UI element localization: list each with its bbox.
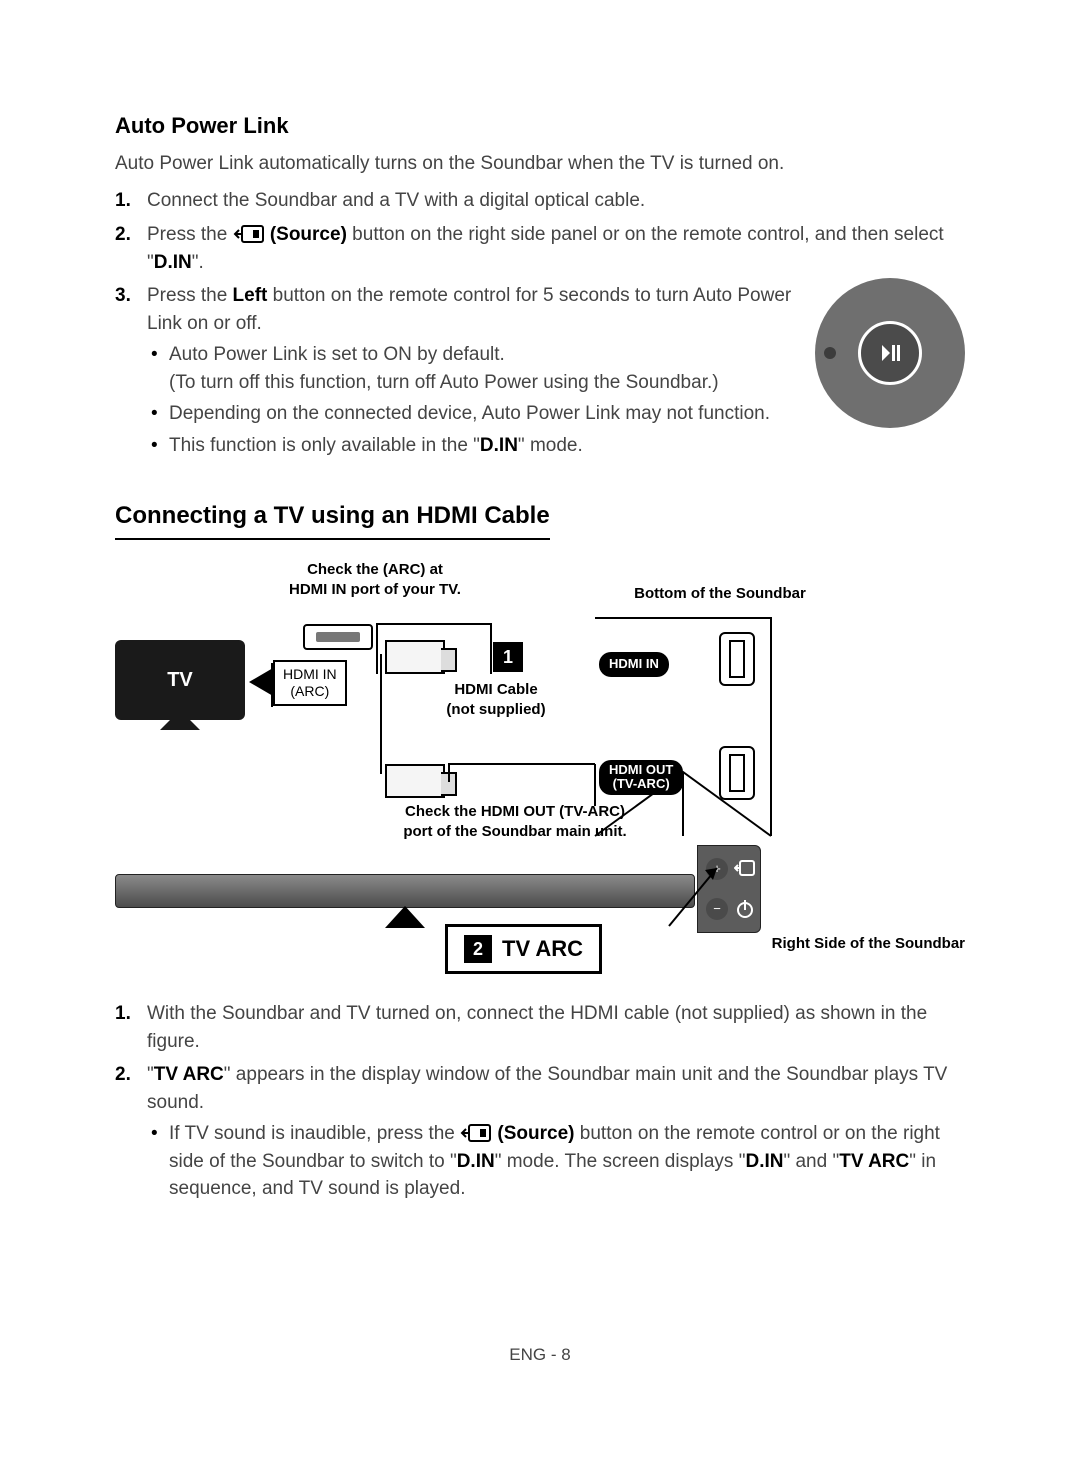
arrow-up-icon xyxy=(375,906,435,932)
text: (Source) xyxy=(492,1123,574,1144)
text: D.IN xyxy=(154,252,192,273)
hdmi-steps: With the Soundbar and TV turned on, conn… xyxy=(115,1000,965,1203)
hdmi-diagram: Check the (ARC) atHDMI IN port of your T… xyxy=(115,560,965,980)
bullet: This function is only available in the "… xyxy=(147,432,965,460)
text: " mode. xyxy=(518,435,583,456)
soundbar-icon xyxy=(115,874,695,908)
text: Auto Power Link is set to ON by default. xyxy=(169,344,505,365)
bullet: If TV sound is inaudible, press the (Sou… xyxy=(147,1120,965,1203)
text: " mode. The screen displays " xyxy=(495,1151,746,1172)
hdmi-in-pill: HDMI IN xyxy=(599,652,669,677)
text: Press the xyxy=(147,285,233,306)
hdmi-plug-icon xyxy=(385,640,445,674)
step: "TV ARC" appears in the display window o… xyxy=(115,1061,965,1203)
text: TV ARC xyxy=(839,1151,909,1172)
caption-out: Check the HDMI OUT (TV-ARC)port of the S… xyxy=(385,802,645,841)
power-icon xyxy=(734,898,756,918)
tv-stand-icon xyxy=(160,720,200,730)
tv-port-icon xyxy=(303,624,373,650)
text: D.IN xyxy=(745,1151,783,1172)
cable-label: HDMI Cable(not supplied) xyxy=(421,680,571,719)
step: Press the Left button on the remote cont… xyxy=(115,282,965,463)
caption-arc: Check the (ARC) atHDMI IN port of your T… xyxy=(265,560,485,599)
text: " appears in the display window of the S… xyxy=(147,1064,947,1113)
port-icon xyxy=(719,746,755,800)
hdmi-in-arc-label: HDMI IN(ARC) xyxy=(273,660,347,706)
text: " and " xyxy=(783,1151,839,1172)
text: D.IN xyxy=(480,435,518,456)
step: With the Soundbar and TV turned on, conn… xyxy=(115,1000,965,1055)
tvarc-label: TV ARC xyxy=(502,933,583,965)
text: If TV sound is inaudible, press the xyxy=(169,1123,460,1144)
text: (To turn off this function, turn off Aut… xyxy=(169,372,719,393)
step: Press the (Source) button on the right s… xyxy=(115,221,965,276)
text: This function is only available in the " xyxy=(169,435,480,456)
tv-icon: TV xyxy=(115,640,245,720)
text: D.IN xyxy=(457,1151,495,1172)
text: (Source) xyxy=(265,224,347,245)
step: Connect the Soundbar and a TV with a dig… xyxy=(115,187,965,215)
hdmi-heading: Connecting a TV using an HDMI Cable xyxy=(115,499,550,540)
tv-label: TV xyxy=(167,666,193,695)
source-icon xyxy=(460,1123,492,1143)
auto-power-heading: Auto Power Link xyxy=(115,110,965,142)
marker-1: 1 xyxy=(493,642,523,672)
hdmi-out-pill: HDMI OUT(TV-ARC) xyxy=(599,760,683,795)
hdmi-plug-icon xyxy=(385,764,445,798)
marker-2: 2 xyxy=(464,935,492,963)
source-icon xyxy=(734,858,756,878)
tvarc-display: 2 TV ARC xyxy=(445,924,602,974)
bullet: Auto Power Link is set to ON by default.… xyxy=(147,341,965,396)
caption-right: Right Side of the Soundbar xyxy=(735,934,965,954)
caption-bottom: Bottom of the Soundbar xyxy=(605,584,835,604)
page-number: ENG - 8 xyxy=(115,1343,965,1368)
auto-power-steps: Connect the Soundbar and a TV with a dig… xyxy=(115,187,965,463)
arrow-icon xyxy=(249,668,273,696)
text: Left xyxy=(233,285,268,306)
text: TV ARC xyxy=(154,1064,224,1085)
text: Press the xyxy=(147,224,233,245)
bullet: Depending on the connected device, Auto … xyxy=(147,400,965,428)
text: ". xyxy=(192,252,204,273)
source-icon xyxy=(233,224,265,244)
auto-power-intro: Auto Power Link automatically turns on t… xyxy=(115,150,965,178)
port-icon xyxy=(719,632,755,686)
arrow-icon xyxy=(665,860,725,930)
cable-line xyxy=(375,654,387,774)
text: " xyxy=(147,1064,154,1085)
